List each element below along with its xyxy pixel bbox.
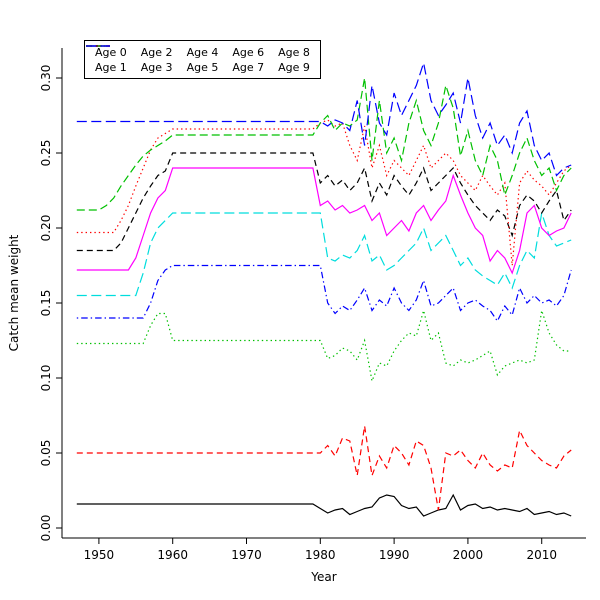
x-tick-label: 2010	[526, 548, 557, 562]
legend-label-age-7: Age 7	[232, 60, 265, 74]
y-tick-label: 0.00	[39, 515, 53, 542]
series-line-age-9	[76, 60, 572, 177]
series-line-age-3	[76, 264, 572, 323]
legend-label-age-4: Age 4	[186, 45, 219, 59]
y-tick-label: 0.20	[39, 215, 53, 242]
series-line-age-7	[76, 119, 572, 266]
series-line-age-1	[76, 425, 572, 511]
legend-label-age-8: Age 8	[278, 45, 310, 59]
legend-item-age-3: Age 3	[86, 45, 173, 74]
x-tick-label: 1960	[157, 548, 188, 562]
legend-label-age-1: Age 1	[95, 60, 127, 74]
legend-item-age-9: Age 9	[86, 45, 310, 74]
legend-label-age-9: Age 9	[278, 60, 310, 74]
legend-item-age-6: Age 6	[86, 45, 265, 59]
x-tick-label: 2000	[453, 548, 484, 562]
series-line-age-5	[76, 167, 572, 275]
legend-item-age-8: Age 8	[86, 45, 310, 59]
legend-label-age-3: Age 3	[140, 60, 173, 74]
chart-legend: Age 0 Age 1 Age 2 Age 3 Age 4 Age 5 Age …	[84, 40, 321, 79]
series-line-age-2	[76, 308, 572, 384]
legend-label-age-2: Age 2	[140, 45, 173, 59]
y-tick-label: 0.25	[39, 140, 53, 167]
axis-ticks: 1950 1960 1970 1980 1990 2000 2010 0.00 0.05 0.10…	[39, 65, 557, 562]
legend-item-age-7: Age 7	[86, 45, 265, 74]
legend-label-age-6: Age 6	[232, 45, 265, 59]
y-tick-label: 0.05	[39, 440, 53, 467]
legend-item-age-5: Age 5	[86, 45, 219, 74]
legend-item-age-1: Age 1	[86, 45, 127, 74]
x-tick-label: 1950	[84, 548, 115, 562]
y-tick-label: 0.30	[39, 65, 53, 92]
series-line-age-8	[76, 77, 572, 211]
series-line-age-6	[76, 152, 572, 252]
series-line-age-4	[76, 212, 572, 297]
y-axis-title: Catch mean weight	[7, 234, 21, 352]
legend-item-age-4: Age 4	[86, 45, 219, 59]
x-tick-label: 1990	[379, 548, 410, 562]
x-tick-label: 1970	[231, 548, 262, 562]
legend-item-age-2: Age 2	[86, 45, 173, 59]
y-tick-label: 0.15	[39, 290, 53, 317]
legend-line-sample-age-9	[86, 45, 110, 47]
x-tick-label: 1980	[305, 548, 336, 562]
y-tick-label: 0.10	[39, 365, 53, 392]
legend-label-age-5: Age 5	[186, 60, 219, 74]
series-line-age-0	[76, 493, 572, 517]
legend-label-age-0: Age 0	[95, 45, 127, 59]
x-axis-title: Year	[311, 570, 337, 584]
